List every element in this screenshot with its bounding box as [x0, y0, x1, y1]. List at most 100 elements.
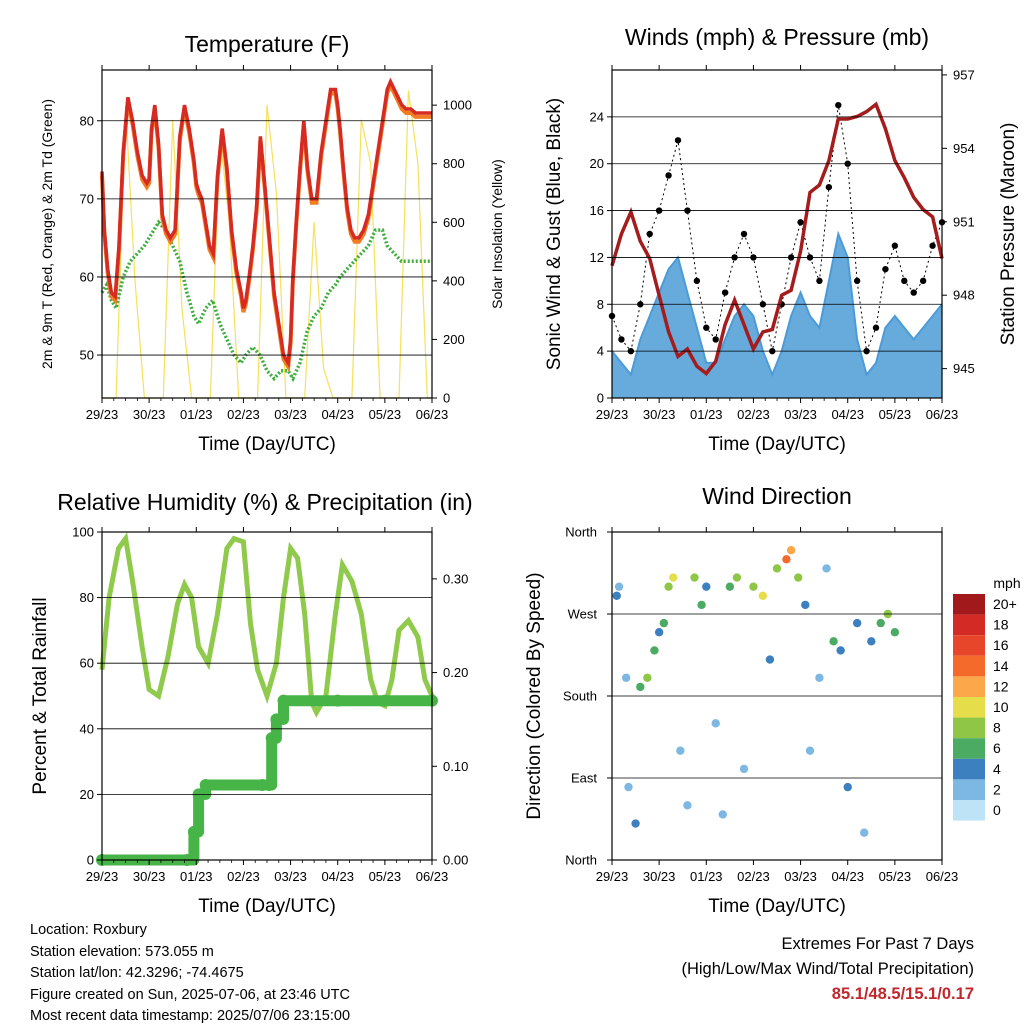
- precipitation-point: [187, 825, 200, 838]
- wind-direction-title: Wind Direction: [702, 483, 852, 509]
- speed-legend-label: 8: [993, 720, 1001, 736]
- temperature-x-tick-label: 02/23: [227, 407, 260, 422]
- speed-legend-label: 2: [993, 781, 1001, 797]
- direction-point: [890, 628, 900, 637]
- winds-x-axis-title: Time (Day/UTC): [708, 434, 846, 455]
- dewpoint-line: [100, 219, 432, 383]
- humidity-plot-frame: [101, 531, 433, 861]
- humidity-y-tick-label: 20: [80, 787, 94, 802]
- sonic-wind-area: [612, 234, 942, 398]
- direction-point: [612, 591, 621, 600]
- wind_direction-x-tick-label: 29/23: [596, 869, 629, 884]
- winds-y2-tick-label: 945: [953, 361, 975, 376]
- winds-x-tick-label: 30/23: [643, 407, 676, 422]
- speed-legend-swatch: [953, 635, 985, 656]
- direction-point: [786, 546, 796, 555]
- direction-point: [829, 637, 838, 646]
- speed-legend-swatch: [953, 676, 985, 697]
- winds-x-tick-label: 02/23: [737, 407, 770, 422]
- precipitation-point: [263, 779, 276, 792]
- temperature-y-tick-label: 60: [80, 269, 94, 284]
- speed-legend-swatch: [953, 594, 985, 615]
- direction-point: [711, 719, 720, 728]
- station-location: Location: Roxbury: [30, 922, 147, 938]
- extremes-heading: Extremes For Past 7 Days: [781, 935, 974, 953]
- winds-y-tick-label: 4: [597, 344, 604, 359]
- humidity-y-tick-label: 80: [80, 590, 94, 605]
- extremes-values: 85.1/48.5/15.1/0.17: [831, 985, 974, 1003]
- direction-point: [749, 582, 758, 591]
- temperature-plot-frame: [101, 69, 433, 399]
- humidity-x-tick-label: 02/23: [227, 869, 260, 884]
- direction-point: [822, 564, 831, 573]
- wind_direction-x-tick-label: 04/23: [831, 869, 864, 884]
- winds-x-tick-label: 06/23: [926, 407, 959, 422]
- humidity-y-tick-label: 40: [80, 721, 94, 736]
- winds-x-tick-label: 05/23: [879, 407, 912, 422]
- temperature-y-tick-label: 70: [80, 191, 94, 206]
- latest-timestamp: Most recent data timestamp: 2025/07/06 2…: [30, 1008, 351, 1024]
- direction-point: [805, 746, 815, 755]
- direction-point: [624, 782, 633, 792]
- winds-x-tick-label: 04/23: [831, 407, 864, 422]
- winds-title: Winds (mph) & Pressure (mb): [625, 24, 929, 50]
- pressure-line: [610, 101, 944, 376]
- humidity-y-tick-label: 60: [80, 656, 94, 671]
- gust-point: [721, 289, 729, 296]
- direction-point: [683, 801, 692, 810]
- winds-y-tick-label: 0: [597, 391, 604, 406]
- direction-point: [739, 764, 749, 774]
- wind-direction-y-axis-title: Direction (Colored By Speed): [524, 572, 545, 819]
- direction-point: [690, 573, 699, 582]
- station-info: Location: Roxbury Station elevation: 573…: [30, 920, 350, 1028]
- wind_direction-x-tick-label: 06/23: [926, 869, 959, 884]
- direction-point: [758, 591, 768, 600]
- humidity-x-tick-label: 29/23: [86, 869, 119, 884]
- rh-line: [99, 532, 435, 718]
- direction-point: [843, 782, 852, 792]
- speed-legend-swatch: [953, 779, 985, 800]
- winds-x-tick-label: 29/23: [596, 407, 629, 422]
- humidity-y-tick-label: 0: [87, 853, 94, 868]
- figure-created: Figure created on Sun, 2025-07-06, at 23…: [30, 986, 350, 1003]
- wind_direction-x-axis-title: Time (Day/UTC): [708, 896, 846, 917]
- speed-legend-label: 18: [993, 617, 1009, 633]
- winds-y-tick-label: 12: [590, 250, 604, 265]
- humidity-x-tick-label: 04/23: [321, 869, 354, 884]
- speed-legend-title: mph: [993, 575, 1020, 591]
- winds-y2-axis-title: Station Pressure (Maroon): [998, 123, 1019, 346]
- direction-point: [669, 573, 678, 582]
- winds-y2-tick-label: 957: [953, 67, 975, 82]
- speed-legend-swatch: [953, 758, 985, 780]
- temperature-x-tick-label: 06/23: [416, 407, 449, 422]
- temperature-y2-tick-label: 200: [443, 332, 465, 347]
- winds-x-tick-label: 01/23: [690, 407, 723, 422]
- direction-point: [725, 582, 735, 591]
- temp-2m-line: [100, 77, 432, 369]
- wind_direction-x-tick-label: 30/23: [643, 869, 676, 884]
- precipitation-point: [277, 694, 290, 707]
- direction-point: [697, 600, 706, 610]
- wind_direction-x-tick-label: 02/23: [737, 869, 770, 884]
- direction-point: [801, 600, 810, 610]
- wind_direction-x-tick-label: 01/23: [690, 869, 723, 884]
- speed-legend-swatch: [953, 800, 985, 821]
- humidity-y-tick-label: 100: [72, 525, 94, 540]
- direction-point: [664, 582, 673, 591]
- wind_direction-y-tick-label: South: [563, 689, 597, 704]
- precipitation-point: [331, 694, 344, 707]
- extremes-subheading: (High/Low/Max Wind/Total Precipitation): [681, 960, 974, 978]
- speed-legend-swatch: [953, 655, 985, 677]
- gust-point: [646, 230, 653, 238]
- winds-plot-frame: [611, 69, 943, 399]
- humidity-x-tick-label: 05/23: [369, 869, 402, 884]
- precipitation-point: [265, 732, 278, 745]
- temperature-x-tick-label: 04/23: [321, 407, 354, 422]
- precipitation-point: [270, 713, 283, 726]
- humidity-x-axis-title: Time (Day/UTC): [198, 896, 336, 917]
- direction-point: [636, 682, 645, 692]
- winds-y2-tick-label: 951: [953, 214, 975, 229]
- temperature-y2-tick-label: 600: [443, 215, 465, 230]
- direction-point: [702, 582, 711, 591]
- gust-point: [853, 277, 861, 285]
